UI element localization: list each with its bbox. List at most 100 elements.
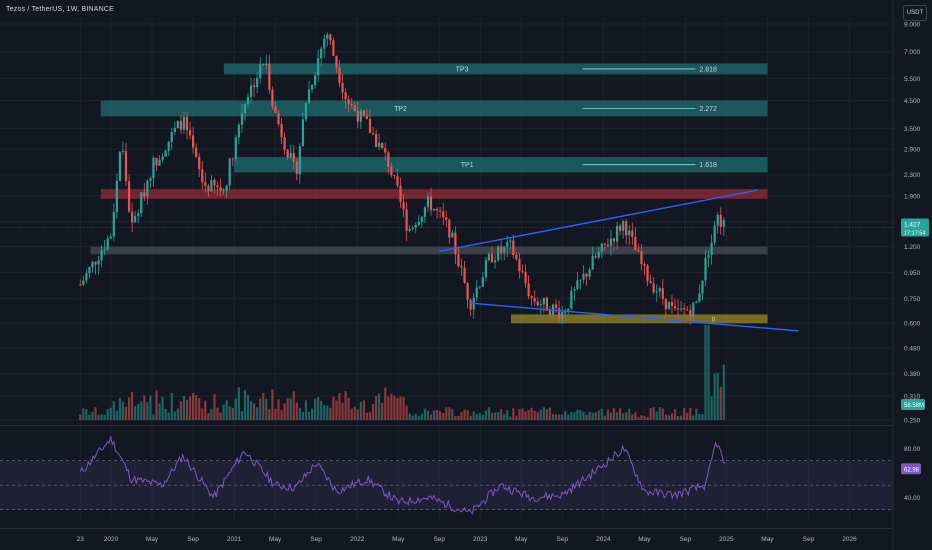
candle-body	[259, 64, 262, 78]
volume-bar	[356, 409, 359, 420]
candle-body	[167, 141, 170, 151]
candle-body	[680, 308, 683, 310]
candle-body	[332, 40, 335, 56]
candle-body	[423, 207, 427, 217]
volume-bar	[368, 411, 372, 420]
volume-bar	[722, 364, 725, 420]
candle-body	[262, 64, 265, 66]
volume-bar	[692, 415, 695, 420]
candle-body	[127, 181, 131, 212]
time-tick-label: May	[515, 536, 528, 543]
currency-button[interactable]: USDT	[903, 5, 927, 21]
time-tick-label: Sep	[310, 536, 322, 543]
candle-body	[637, 250, 640, 252]
volume-bar	[192, 393, 195, 420]
candle-body	[527, 283, 530, 297]
volume-bar	[664, 414, 667, 420]
price-tick-label: 0.950	[904, 270, 921, 277]
candle-body	[439, 210, 442, 212]
volume-bar	[371, 404, 375, 420]
pane-separator[interactable]	[0, 425, 893, 426]
time-tick-label: May	[392, 536, 405, 543]
candle-body	[344, 92, 347, 100]
volume-bar	[353, 406, 356, 420]
candle-body	[646, 265, 649, 282]
fib-level-label: 1.618	[699, 162, 717, 169]
candle-body	[524, 272, 527, 284]
time-tick-label: 2021	[227, 536, 242, 543]
volume-bar	[582, 411, 585, 420]
volume-bar	[262, 392, 265, 420]
volume-bar	[109, 407, 112, 420]
volume-bar	[432, 410, 436, 420]
candle-body	[307, 89, 311, 104]
candle-body	[530, 296, 533, 299]
volume-bar	[390, 393, 393, 420]
candle-body	[280, 123, 283, 138]
rsi-pane	[0, 436, 893, 515]
volume-bar	[701, 414, 704, 420]
candles[interactable]	[79, 32, 725, 325]
volume-bar	[359, 401, 362, 420]
trendlines[interactable]	[439, 189, 799, 332]
candle-body	[570, 290, 573, 309]
candle-body	[628, 230, 631, 236]
price-zones: TP3 2.618 TP2 2.272 TP1 1.618 0	[0, 63, 893, 323]
volume-bar	[670, 413, 674, 420]
candle-body	[179, 120, 183, 130]
candle-body	[561, 311, 564, 319]
volume-bar	[164, 408, 167, 420]
candle-body	[140, 192, 143, 214]
candle-body	[481, 277, 484, 287]
volume-bar	[655, 411, 658, 420]
time-tick-label: Sep	[187, 536, 199, 543]
candle-body	[158, 159, 161, 166]
volume-bar	[448, 407, 451, 420]
candle-body	[106, 238, 109, 250]
candle-body	[320, 48, 323, 59]
volume-bar	[512, 408, 515, 420]
volume-bar	[497, 411, 500, 420]
candle-body	[497, 246, 500, 261]
candle-body	[246, 96, 250, 104]
volume-bar	[585, 414, 588, 420]
trendline	[439, 189, 758, 253]
price-zone	[234, 157, 768, 173]
volume-bar	[676, 416, 680, 420]
candle-body	[695, 301, 698, 303]
volume-bar	[500, 409, 503, 420]
candle-body	[207, 185, 210, 192]
volume-bar	[173, 411, 176, 420]
volume-bar	[234, 398, 237, 420]
candle-body	[652, 283, 655, 293]
chart-title: Tezos / TetherUS, 1W, BINANCE	[6, 6, 114, 13]
volume-bar	[533, 410, 536, 420]
volume-bar	[460, 412, 463, 420]
volume-bar	[304, 400, 308, 420]
price-tick-label: 0.600	[904, 321, 921, 328]
candle-body	[676, 308, 680, 310]
candle-body	[707, 254, 710, 258]
price-zone	[100, 189, 768, 199]
volume-bar	[573, 412, 576, 420]
volume-bar	[396, 398, 399, 420]
candle-body	[612, 238, 616, 242]
candle-body	[225, 185, 228, 191]
volume-bar	[429, 414, 433, 420]
time-axis-separator	[0, 528, 893, 529]
volume-bar	[417, 416, 420, 420]
candle-body	[210, 180, 213, 192]
candle-body	[573, 289, 576, 291]
candle-body	[256, 77, 259, 88]
price-tick-label: 9.000	[904, 21, 921, 28]
price-tick-label: 0.310	[904, 394, 921, 401]
volume-value: 58.58M	[904, 403, 924, 409]
candle-body	[661, 288, 664, 299]
candle-body	[667, 302, 671, 310]
candle-body	[265, 63, 268, 65]
candle-body	[582, 273, 585, 280]
candle-body	[463, 267, 466, 284]
candle-body	[356, 110, 359, 122]
volume-bar	[527, 409, 530, 420]
